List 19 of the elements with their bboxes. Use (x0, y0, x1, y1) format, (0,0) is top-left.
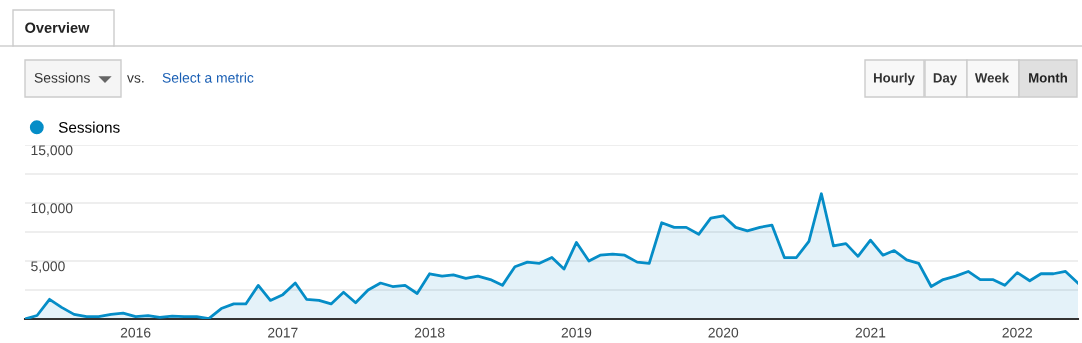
text: Overview (25, 22, 90, 33)
text: Month (1029, 72, 1067, 83)
y-tick-label: 15,000 (31, 145, 73, 157)
x-tick-label: 2017 (268, 327, 298, 338)
legend-label: Sessions (58, 121, 120, 133)
x-tick-label: 2016 (120, 327, 151, 338)
text: Hourly (873, 72, 915, 86)
x-tick-label: 2022 (1002, 327, 1033, 338)
x-tick-label: 2018 (414, 327, 445, 338)
y-tick-label: 5,000 (31, 261, 65, 273)
text: Week (974, 72, 1010, 83)
y-tick-label: 10,000 (31, 203, 73, 215)
x-tick-label: 2019 (561, 327, 592, 338)
text: vs. (127, 75, 144, 83)
x-tick-label: 2021 (855, 327, 886, 338)
x-tick-label: 2020 (708, 327, 739, 338)
text: Select a metric (162, 72, 254, 83)
text: Sessions (34, 72, 90, 83)
text: Day (933, 73, 958, 86)
